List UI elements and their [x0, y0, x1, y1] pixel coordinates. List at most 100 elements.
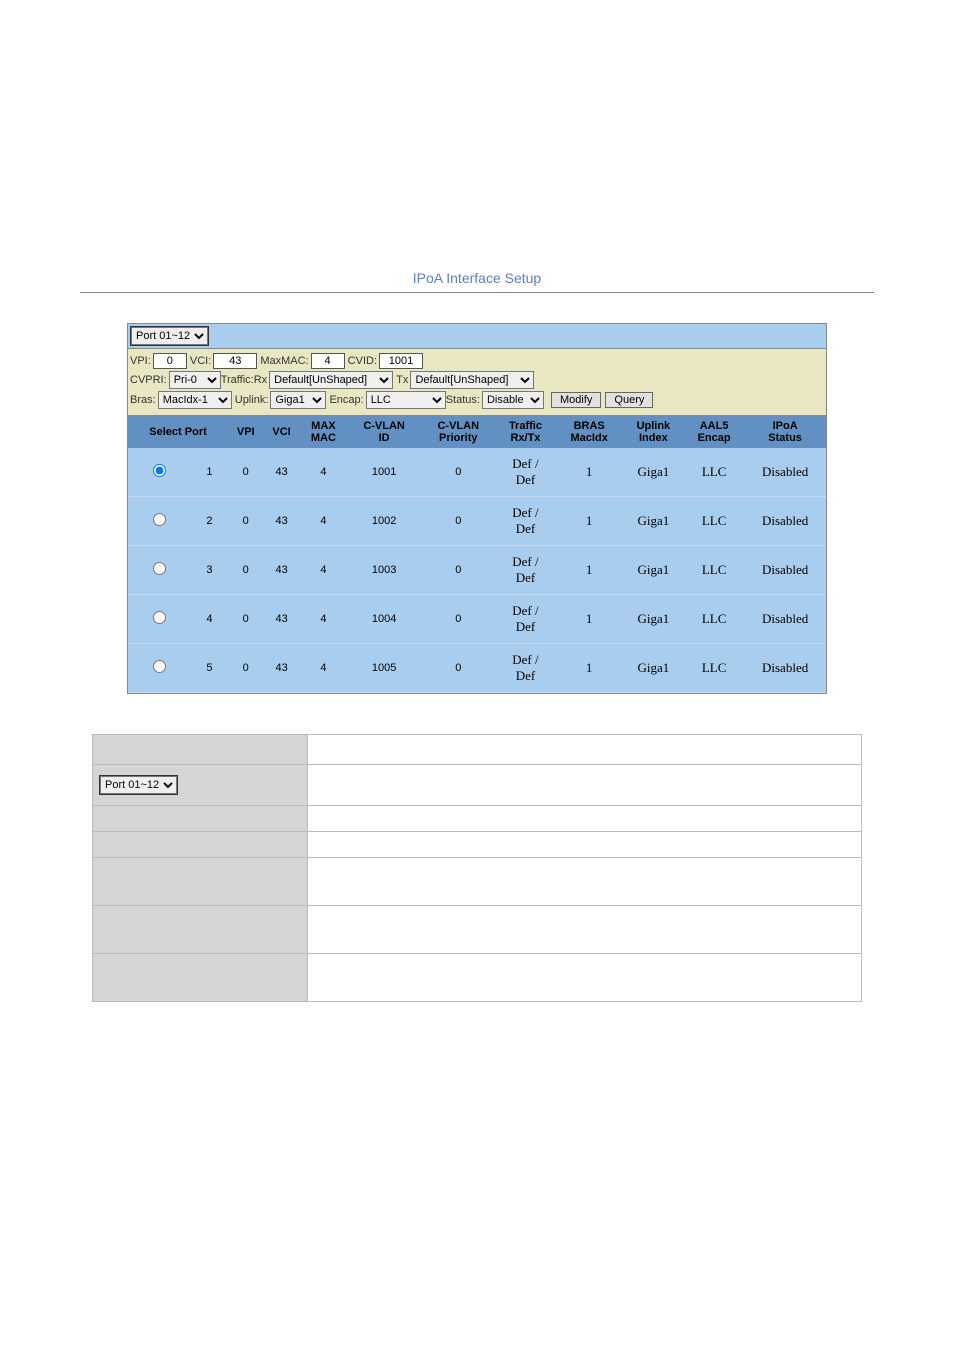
traffic-rx-select[interactable]: Default[UnShaped] [269, 371, 393, 389]
desc-left-cell [93, 906, 308, 954]
bras-select[interactable]: MacIdx-1 [158, 391, 232, 409]
col-uplink: UplinkIndex [623, 416, 684, 448]
cell-port: 1 [191, 448, 228, 497]
row-select-cell [128, 595, 191, 644]
desc-row [93, 954, 862, 1002]
desc-right-cell [308, 954, 862, 1002]
cell-encap: LLC [684, 448, 744, 497]
cell-port: 2 [191, 497, 228, 546]
row-radio[interactable] [153, 513, 166, 526]
col-ipoa: IPoAStatus [744, 416, 826, 448]
cell-cvpri: 0 [421, 546, 495, 595]
vpi-label: VPI: [130, 355, 151, 367]
col-bras: BRASMacIdx [556, 416, 623, 448]
col-cvlanid: C-VLANID [347, 416, 421, 448]
cell-bras[interactable]: 1 [556, 497, 623, 546]
cvid-label: CVID: [348, 355, 377, 367]
cell-cvpri: 0 [421, 448, 495, 497]
cvpri-label: CVPRI: [130, 374, 167, 386]
query-button[interactable]: Query [605, 392, 653, 408]
row-radio[interactable] [153, 611, 166, 624]
uplink-label: Uplink: [235, 394, 269, 406]
row-radio[interactable] [153, 562, 166, 575]
cell-maxmac: 4 [300, 644, 347, 693]
cell-bras[interactable]: 1 [556, 644, 623, 693]
cell-status: Disabled [744, 595, 826, 644]
cell-cvid: 1003 [347, 546, 421, 595]
cell-vpi: 0 [228, 546, 263, 595]
cell-status: Disabled [744, 546, 826, 595]
cell-vpi: 0 [228, 595, 263, 644]
desc-port-select[interactable]: Port 01~12 [100, 776, 177, 794]
status-select[interactable]: Disable [482, 391, 544, 409]
panel-top-bar: Port 01~12 [128, 324, 826, 349]
col-vpi: VPI [228, 416, 263, 448]
cell-uplink: Giga1 [623, 497, 684, 546]
cell-maxmac: 4 [300, 497, 347, 546]
vci-label: VCI: [190, 355, 211, 367]
cell-vpi: 0 [228, 448, 263, 497]
cell-cvid: 1001 [347, 448, 421, 497]
traffic-rx-label: Traffic:Rx [221, 374, 267, 386]
cell-encap: LLC [684, 497, 744, 546]
row-select-cell [128, 644, 191, 693]
row-radio[interactable] [153, 464, 166, 477]
cell-maxmac: 4 [300, 448, 347, 497]
desc-left-cell [93, 735, 308, 765]
cell-traffic: Def /Def [495, 546, 555, 595]
cvid-input[interactable] [379, 353, 423, 369]
vpi-input[interactable] [153, 353, 187, 369]
table-row: 2 0 43 4 1002 0 Def /Def 1 Giga1 LLC Dis… [128, 497, 826, 546]
ipoa-table: Select Port VPI VCI MAXMAC C-VLANID C-VL… [128, 416, 826, 693]
cell-maxmac: 4 [300, 595, 347, 644]
traffic-tx-select[interactable]: Default[UnShaped] [410, 371, 534, 389]
desc-right-cell [308, 858, 862, 906]
cell-cvpri: 0 [421, 644, 495, 693]
table-header-row: Select Port VPI VCI MAXMAC C-VLANID C-VL… [128, 416, 826, 448]
port-range-select[interactable]: Port 01~12 [131, 327, 208, 345]
table-row: 4 0 43 4 1004 0 Def /Def 1 Giga1 LLC Dis… [128, 595, 826, 644]
desc-row: Port 01~12 [93, 765, 862, 806]
cell-cvpri: 0 [421, 497, 495, 546]
cell-bras[interactable]: 1 [556, 546, 623, 595]
encap-select[interactable]: LLC [366, 391, 446, 409]
desc-right-cell [308, 806, 862, 832]
cell-traffic: Def /Def [495, 448, 555, 497]
desc-right-cell [308, 832, 862, 858]
cell-vci: 43 [263, 448, 299, 497]
desc-left-cell [93, 858, 308, 906]
table-row: 1 0 43 4 1001 0 Def /Def 1 Giga1 LLC Dis… [128, 448, 826, 497]
col-maxmac: MAXMAC [300, 416, 347, 448]
desc-right-cell [308, 765, 862, 806]
cell-bras[interactable]: 1 [556, 448, 623, 497]
cell-vpi: 0 [228, 644, 263, 693]
desc-row [93, 858, 862, 906]
col-aal5: AAL5Encap [684, 416, 744, 448]
cell-traffic: Def /Def [495, 595, 555, 644]
cell-uplink: Giga1 [623, 595, 684, 644]
cell-bras[interactable]: 1 [556, 595, 623, 644]
traffic-tx-label: Tx [396, 374, 408, 386]
modify-button[interactable]: Modify [551, 392, 601, 408]
cell-vci: 43 [263, 546, 299, 595]
uplink-select[interactable]: Giga1 [270, 391, 326, 409]
cell-cvid: 1002 [347, 497, 421, 546]
col-traffic: TrafficRx/Tx [495, 416, 555, 448]
cell-encap: LLC [684, 595, 744, 644]
cell-port: 3 [191, 546, 228, 595]
row-radio[interactable] [153, 660, 166, 673]
cvpri-select[interactable]: Pri-0 [169, 371, 221, 389]
desc-left-cell [93, 954, 308, 1002]
cell-uplink: Giga1 [623, 448, 684, 497]
row-select-cell [128, 448, 191, 497]
cell-vci: 43 [263, 595, 299, 644]
vci-input[interactable] [213, 353, 257, 369]
cell-vci: 43 [263, 497, 299, 546]
cell-port: 4 [191, 595, 228, 644]
desc-left-cell: Port 01~12 [93, 765, 308, 806]
maxmac-input[interactable] [311, 353, 345, 369]
desc-left-cell [93, 832, 308, 858]
col-vci: VCI [263, 416, 299, 448]
cell-traffic: Def /Def [495, 497, 555, 546]
cell-status: Disabled [744, 644, 826, 693]
